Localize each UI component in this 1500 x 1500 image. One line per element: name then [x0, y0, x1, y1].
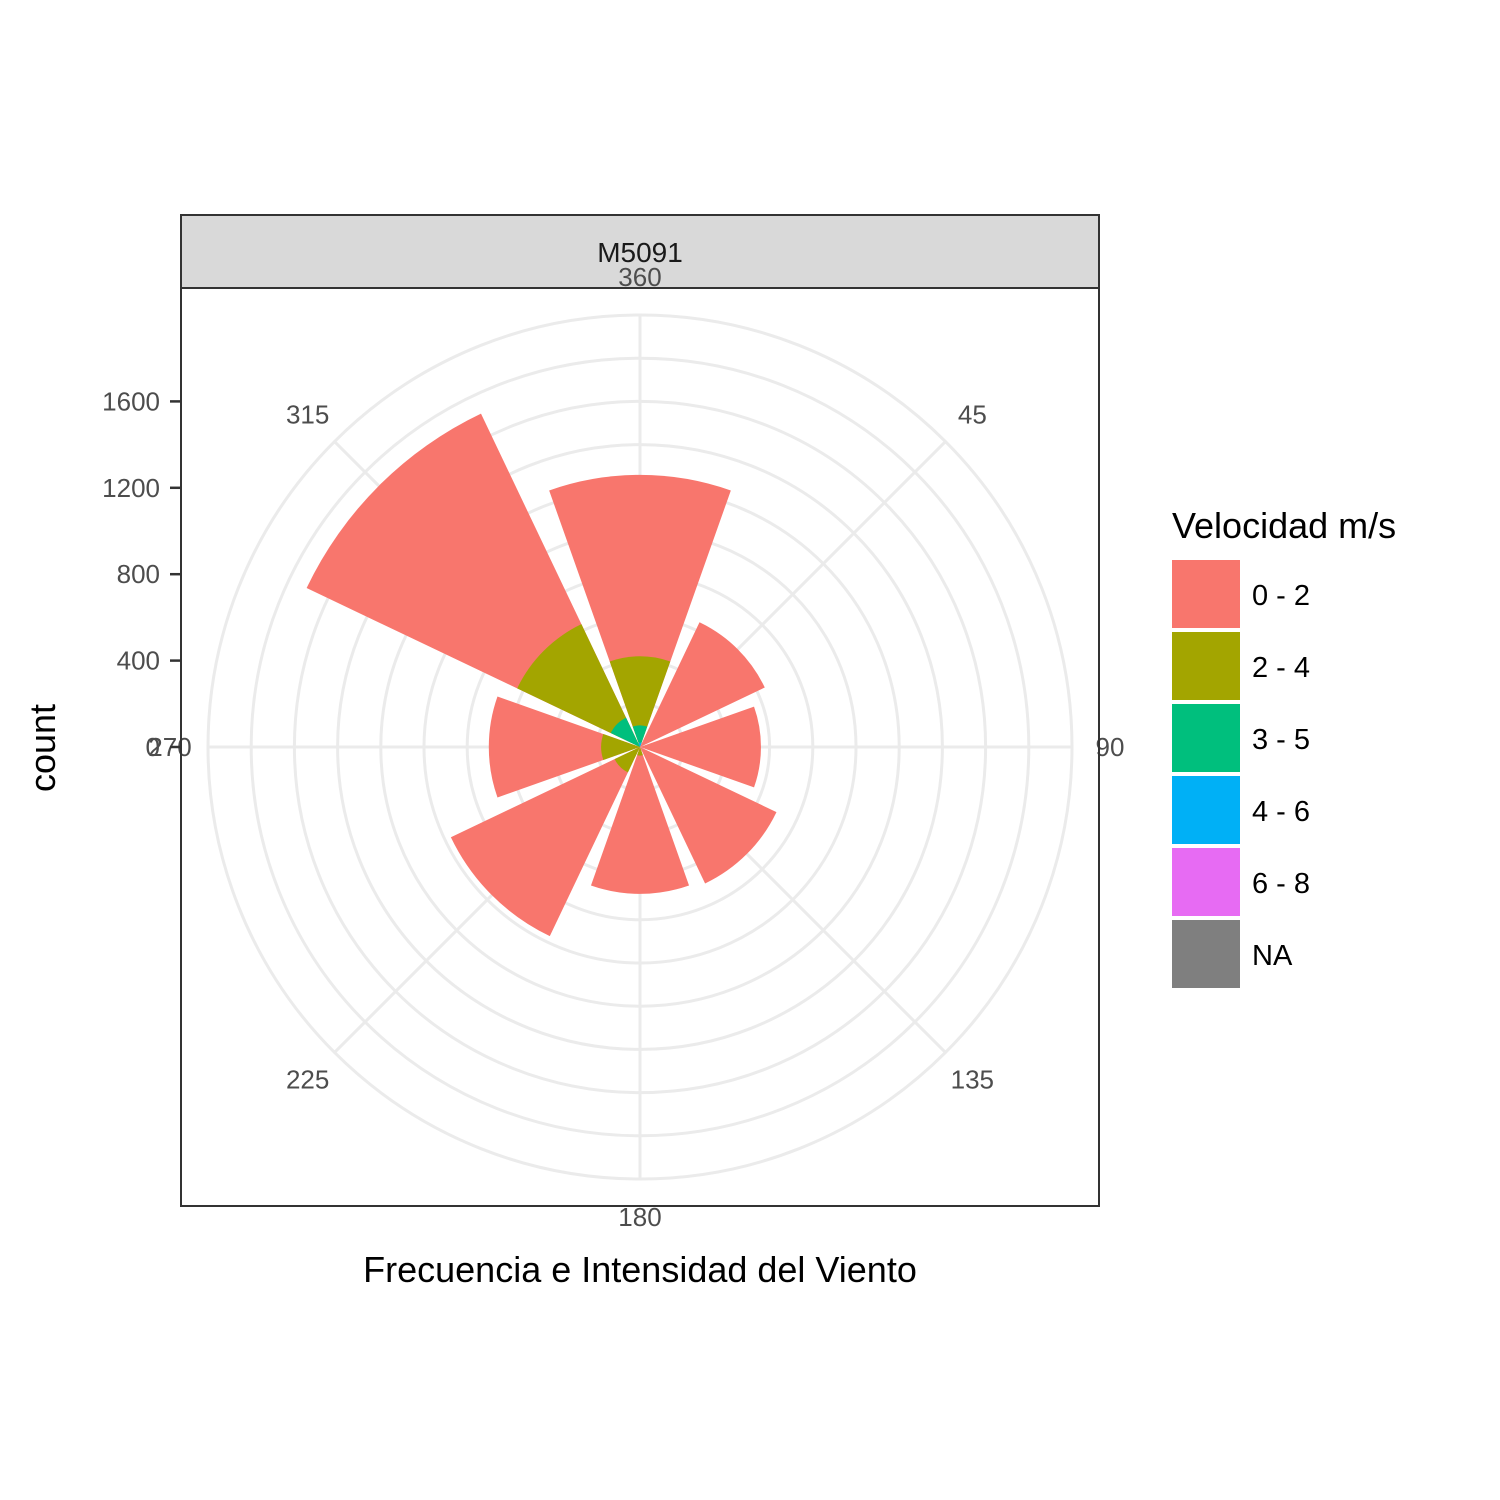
legend-label: 6 - 8 — [1252, 868, 1310, 900]
wind-bar-0-4-6 — [638, 742, 642, 747]
radial-tick-label: 1600 — [102, 386, 160, 416]
wind-bar-135-0-2 — [640, 747, 777, 884]
wind-bar-225-0-2 — [450, 747, 640, 937]
angle-tick-label: 90 — [1096, 732, 1125, 762]
angle-tick-label: 135 — [951, 1064, 994, 1094]
radial-axis: 0 400 800 1200 1600 — [102, 386, 181, 762]
wind-bar-315-2-4 — [517, 624, 640, 747]
x-axis-title: Frecuencia e Intensidad del Viento — [363, 1249, 917, 1290]
wind-bar-270-2-4 — [601, 734, 640, 760]
radial-tick-label: 800 — [117, 559, 160, 589]
bar-layer — [306, 413, 777, 937]
radial-tick-label: 400 — [117, 646, 160, 676]
wind-bar-270-0-2 — [488, 696, 640, 798]
legend-key — [1172, 704, 1240, 772]
legend-label: NA — [1252, 940, 1293, 972]
facet-strip — [180, 214, 1100, 289]
wind-bar-180-0-2 — [590, 747, 690, 894]
wind-bar-0-2-4 — [609, 656, 671, 747]
legend-title: Velocidad m/s — [1172, 505, 1396, 546]
legend-label: 4 - 6 — [1252, 796, 1310, 828]
legend-key — [1172, 560, 1240, 628]
wind-bar-0-0-2 — [549, 474, 731, 747]
wind-bar-0-3-5 — [632, 725, 648, 747]
legend-label: 0 - 2 — [1252, 580, 1310, 612]
y-axis-title: count — [22, 704, 63, 792]
legend: Velocidad m/s 0 - 2 2 - 4 3 - 5 4 - 6 6 - 8 N… — [1172, 505, 1396, 988]
legend-key — [1172, 920, 1240, 988]
radial-tick-label: 1200 — [102, 473, 160, 503]
wind-bar-180-2-4 — [637, 747, 643, 756]
angle-tick-label: 315 — [286, 400, 329, 430]
legend-label: 3 - 5 — [1252, 724, 1310, 756]
angle-tick-label: 225 — [286, 1064, 329, 1094]
legend-label: 2 - 4 — [1252, 652, 1310, 684]
legend-key — [1172, 632, 1240, 700]
legend-key — [1172, 776, 1240, 844]
wind-bar-315-3-5 — [610, 717, 640, 747]
wind-bar-45-0-2 — [640, 622, 765, 747]
radial-tick-label: 0 — [146, 732, 160, 762]
facet-label: M5091 — [597, 237, 683, 268]
wind-bar-225-2-4 — [614, 747, 640, 773]
angle-tick-label: 45 — [958, 400, 987, 430]
wind-bar-90-0-2 — [640, 706, 761, 788]
legend-key — [1172, 848, 1240, 916]
